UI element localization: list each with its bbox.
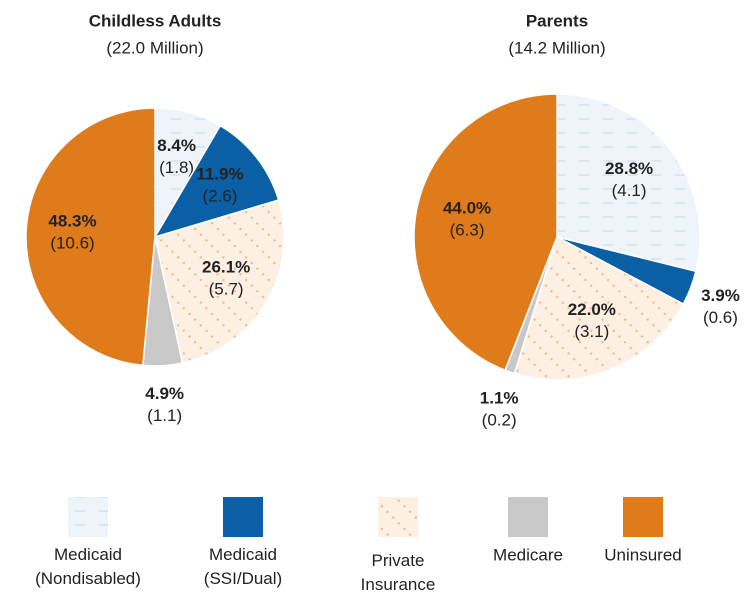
pie-slice (513, 235, 685, 381)
legend-label: Medicaid (Nondisabled) (35, 545, 141, 588)
value-label: 8.4% (157, 136, 196, 155)
value-label: 1.1% (480, 389, 519, 408)
value-label: 28.8% (605, 159, 653, 178)
value-label: 11.9% (196, 165, 243, 184)
pie-slice (556, 93, 701, 273)
chart-title: Childless Adults (89, 11, 222, 30)
count-label: (0.6) (703, 308, 738, 327)
count-label: (1.1) (147, 406, 182, 425)
value-label: 4.9% (145, 384, 184, 403)
count-label: (5.7) (209, 279, 244, 298)
count-label: (6.3) (450, 221, 485, 240)
chart-title: Parents (526, 11, 588, 30)
count-label: (10.6) (50, 234, 94, 253)
chart-subtitle: (22.0 Million) (106, 38, 203, 57)
legend-swatch (68, 497, 108, 537)
legend-label: Medicare (493, 545, 563, 564)
legend-label: Private Insurance (361, 551, 436, 594)
legend-swatch (378, 497, 418, 537)
pie-slice (154, 199, 285, 364)
count-label: (3.1) (574, 322, 609, 341)
value-label: 3.9% (701, 286, 740, 305)
legend-label: Uninsured (604, 545, 682, 564)
count-label: (4.1) (612, 181, 647, 200)
count-label: (2.6) (202, 187, 237, 206)
pie-slice (25, 107, 156, 367)
value-label: 22.0% (568, 300, 616, 319)
value-label: 44.0% (443, 199, 491, 218)
value-label: 48.3% (48, 212, 96, 231)
legend-swatch (623, 497, 663, 537)
pie-slice (413, 93, 558, 372)
legend-swatch (223, 497, 263, 537)
value-label: 26.1% (202, 257, 250, 276)
chart-subtitle: (14.2 Million) (508, 38, 605, 57)
count-label: (0.2) (482, 411, 517, 430)
count-label: (1.8) (159, 158, 194, 177)
legend-label: Medicaid (SSI/Dual) (204, 545, 282, 588)
legend-swatch (508, 497, 548, 537)
